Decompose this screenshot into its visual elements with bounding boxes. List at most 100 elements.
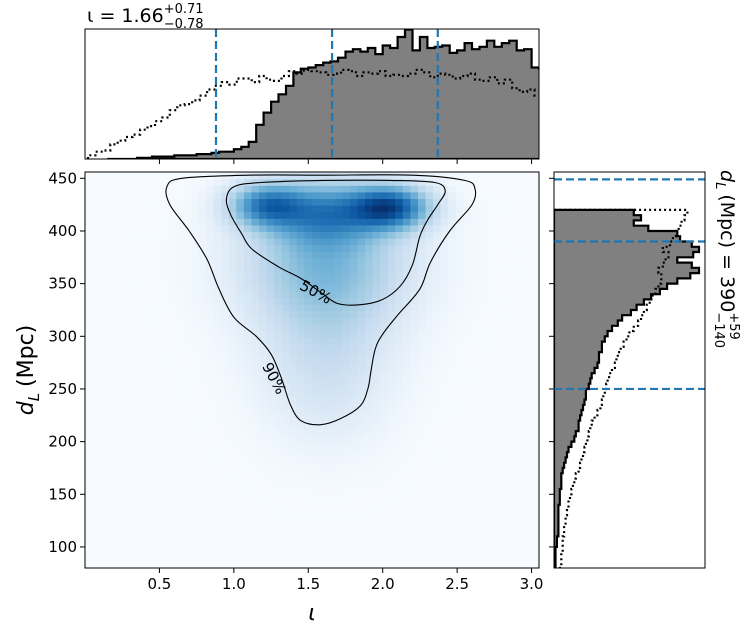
heatmap-cell: [501, 383, 510, 391]
heatmap-cell: [417, 396, 427, 404]
heatmap-cell: [198, 515, 207, 523]
heatmap-cell: [100, 238, 109, 246]
heatmap-cell: [145, 469, 154, 477]
heatmap-cell: [364, 528, 374, 536]
heatmap-cell: [493, 205, 502, 213]
heatmap-cell: [478, 469, 487, 477]
heatmap-cell: [190, 304, 200, 312]
heatmap-cell: [251, 317, 260, 325]
heatmap-cell: [175, 436, 184, 444]
heatmap-cell: [508, 376, 517, 384]
heatmap-cell: [410, 475, 419, 483]
heatmap-cell: [342, 554, 351, 562]
heatmap-cell: [380, 317, 389, 325]
heatmap-cell: [266, 475, 275, 483]
heatmap-cell: [372, 310, 381, 318]
heatmap-cell: [130, 172, 139, 180]
heatmap-cell: [281, 284, 290, 292]
heatmap-cell: [115, 310, 124, 318]
heatmap-cell: [175, 277, 184, 285]
heatmap-cell: [145, 475, 154, 483]
heatmap-cell: [425, 257, 434, 265]
heatmap-cell: [122, 548, 131, 556]
heatmap-cell: [410, 251, 419, 259]
heatmap-cell: [198, 264, 207, 272]
heatmap-cell: [531, 561, 539, 568]
heatmap-cell: [160, 541, 169, 549]
heatmap-cell: [107, 251, 116, 259]
heatmap-cell: [206, 422, 215, 430]
heatmap-cell: [122, 502, 131, 510]
heatmap-cell: [531, 482, 539, 490]
heatmap-cell: [395, 218, 404, 226]
heatmap-cell: [417, 455, 427, 463]
heatmap-cell: [259, 528, 268, 536]
heatmap-cell: [395, 515, 404, 523]
heatmap-cell: [486, 257, 495, 265]
heatmap-cell: [281, 554, 290, 562]
heatmap-cell: [175, 482, 184, 490]
heatmap-cell: [259, 356, 268, 364]
heatmap-cell: [319, 277, 328, 285]
heatmap-cell: [122, 482, 131, 490]
heatmap-cell: [402, 488, 411, 496]
heatmap-cell: [213, 337, 222, 345]
heatmap-cell: [304, 495, 313, 503]
heatmap-cell: [349, 495, 358, 503]
heatmap-cell: [243, 211, 253, 219]
heatmap-cell: [251, 337, 260, 345]
heatmap-cell: [523, 528, 533, 536]
heatmap-cell: [183, 475, 192, 483]
heatmap-cell: [236, 297, 245, 305]
heatmap-cell: [327, 317, 336, 325]
heatmap-cell: [433, 343, 442, 351]
heatmap-cell: [334, 488, 343, 496]
heatmap-cell: [85, 475, 94, 483]
heatmap-cell: [470, 541, 480, 549]
heatmap-cell: [395, 409, 404, 417]
heatmap-cell: [349, 416, 358, 424]
heatmap-cell: [402, 475, 411, 483]
heatmap-cell: [175, 343, 184, 351]
heatmap-cell: [448, 191, 457, 199]
heatmap-cell: [516, 304, 525, 312]
heatmap-cell: [296, 224, 306, 232]
heatmap-cell: [236, 350, 245, 358]
heatmap-cell: [342, 257, 351, 265]
heatmap-cell: [198, 337, 207, 345]
heatmap-cell: [425, 205, 434, 213]
heatmap-cell: [433, 422, 442, 430]
heatmap-cell: [349, 264, 358, 272]
heatmap-cell: [259, 343, 268, 351]
heatmap-cell: [531, 231, 539, 239]
heatmap-cell: [402, 277, 411, 285]
y-axis-label: dL(Mpc): [14, 325, 43, 416]
heatmap-cell: [304, 178, 313, 186]
heatmap-cell: [274, 442, 283, 450]
heatmap-cell: [402, 304, 411, 312]
heatmap-cell: [440, 383, 449, 391]
heatmap-cell: [92, 224, 101, 232]
heatmap-cell: [107, 508, 116, 516]
heatmap-cell: [281, 185, 290, 193]
heatmap-cell: [455, 436, 464, 444]
heatmap-cell: [486, 198, 495, 206]
heatmap-cell: [486, 238, 495, 246]
heatmap-cell: [508, 191, 517, 199]
heatmap-cell: [274, 429, 283, 437]
heatmap-cell: [531, 205, 539, 213]
heatmap-cell: [342, 449, 351, 457]
heatmap-cell: [357, 554, 366, 562]
heatmap-cell: [440, 304, 449, 312]
heatmap-cell: [433, 389, 442, 397]
heatmap-cell: [312, 535, 321, 543]
heatmap-cell: [213, 521, 222, 529]
heatmap-cell: [486, 205, 495, 213]
heatmap-cell: [395, 455, 404, 463]
heatmap-cell: [100, 515, 109, 523]
heatmap-cell: [455, 363, 464, 371]
heatmap-cell: [433, 257, 442, 265]
heatmap-cell: [145, 343, 154, 351]
heatmap-cell: [137, 337, 147, 345]
heatmap-cell: [327, 521, 336, 529]
